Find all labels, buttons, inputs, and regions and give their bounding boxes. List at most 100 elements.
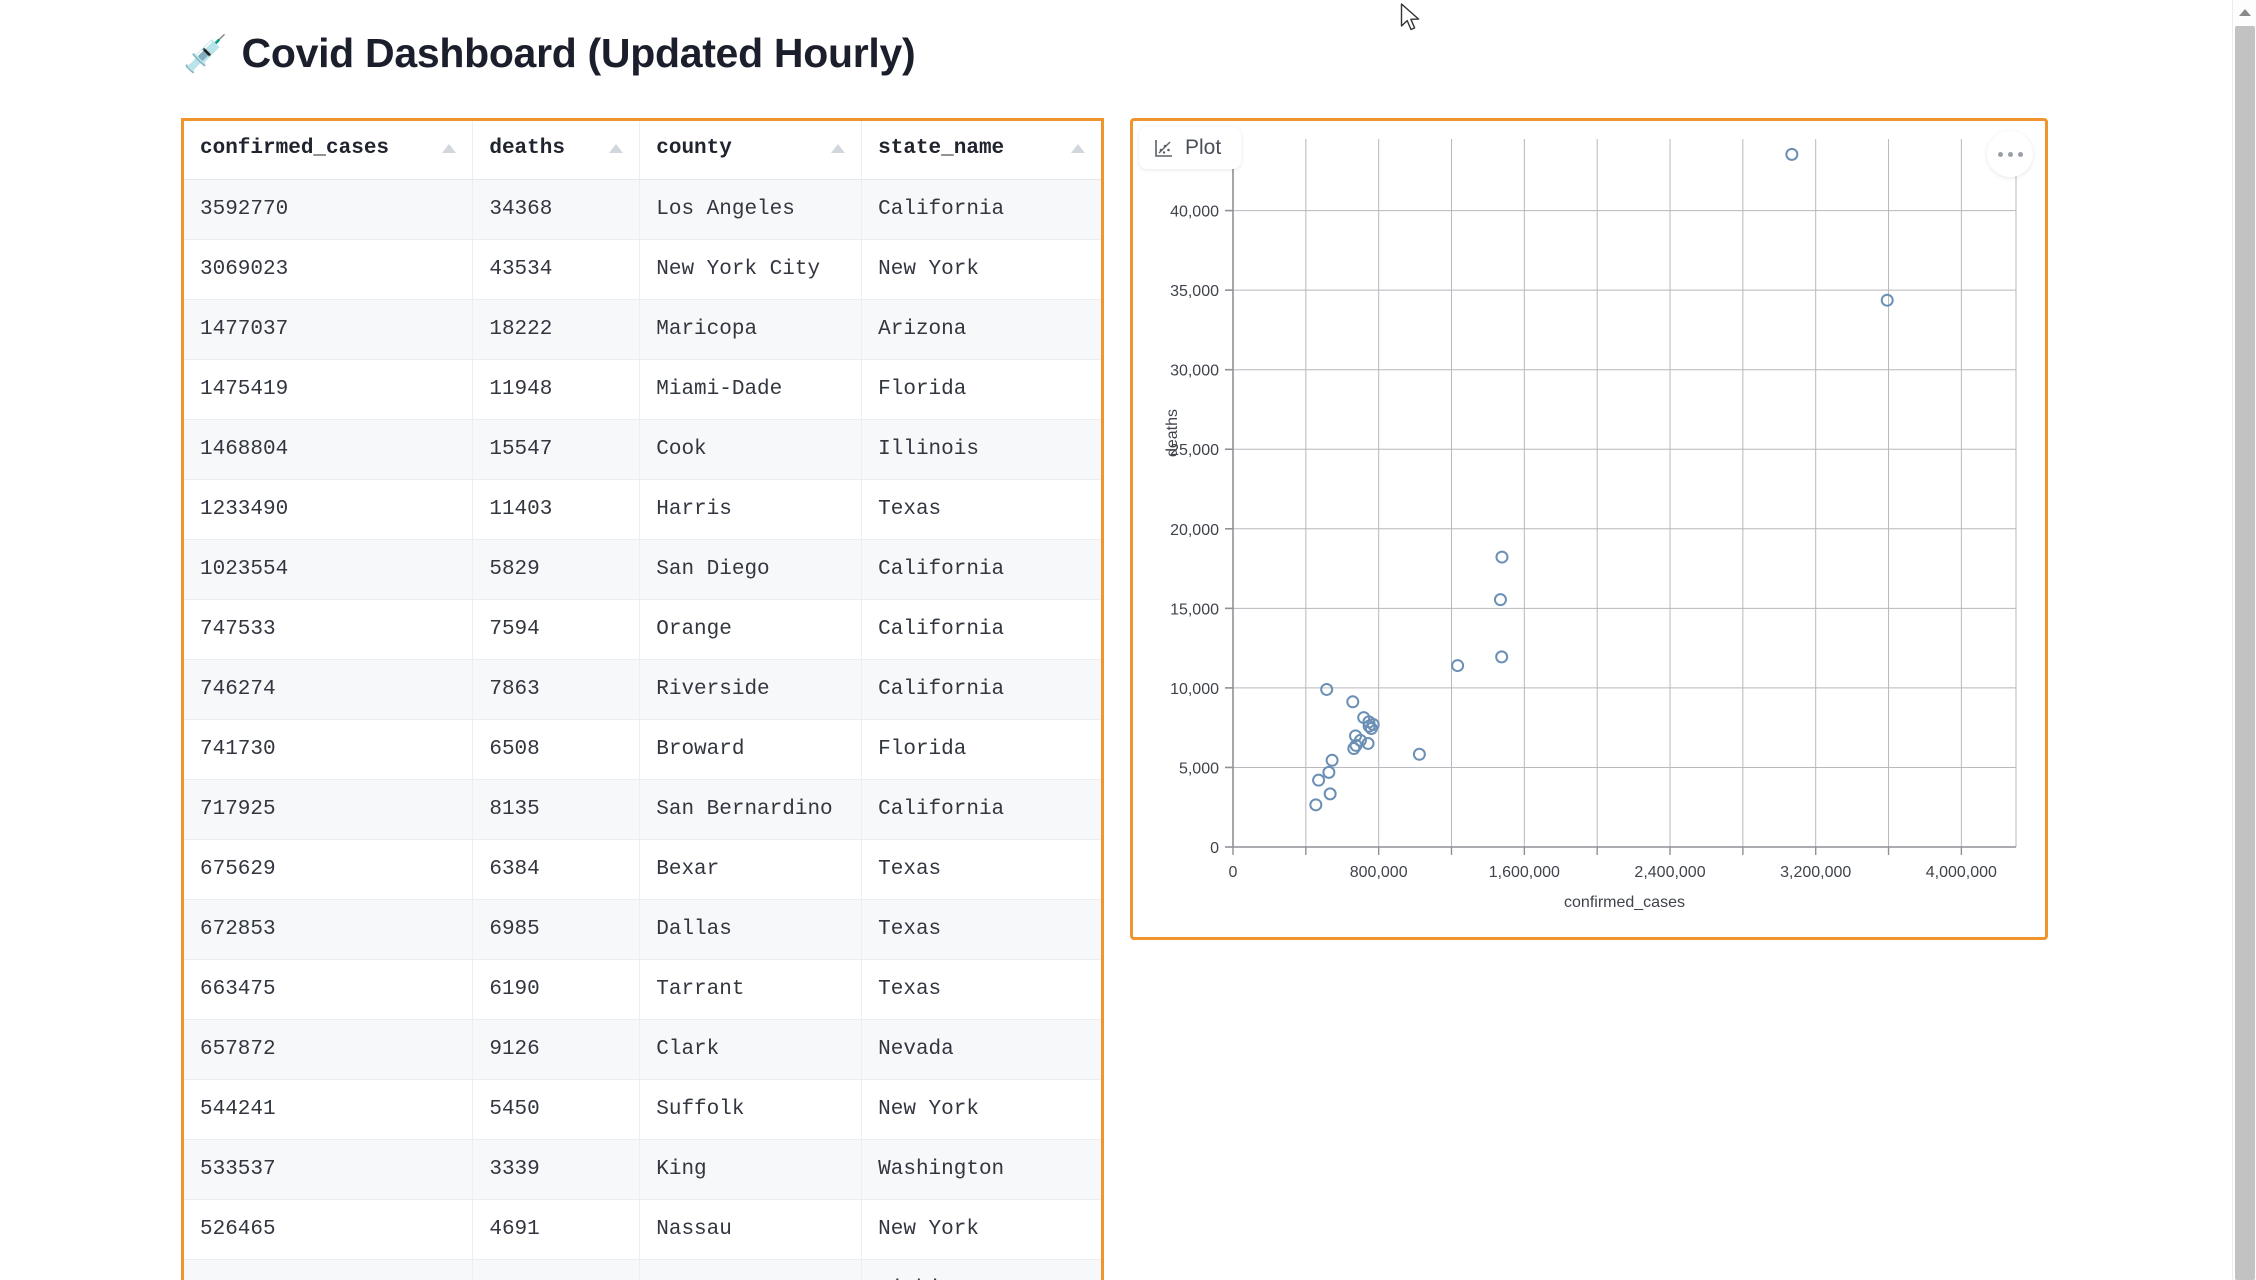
scatter-point[interactable] xyxy=(1323,787,1337,801)
cell-confirmed_cases: 657872 xyxy=(184,1019,474,1080)
y-tick-label: 0 xyxy=(1210,840,1219,857)
column-label: confirmed_cases xyxy=(200,137,390,161)
scatter-point[interactable] xyxy=(1880,293,1894,307)
scatter-point[interactable] xyxy=(1309,798,1323,812)
scroll-up-arrow-icon[interactable] xyxy=(2233,0,2256,24)
scatter-point[interactable] xyxy=(1785,147,1799,161)
cell-confirmed_cases: 1023554 xyxy=(184,539,474,600)
scatter-point[interactable] xyxy=(1322,765,1336,779)
scatter-point[interactable] xyxy=(1361,736,1375,750)
table-row[interactable]: 747533 7594 Orange California xyxy=(184,599,1101,660)
scatter-point[interactable] xyxy=(1495,550,1509,564)
cell-county: Nassau xyxy=(639,1199,863,1260)
scatter-point[interactable] xyxy=(1312,773,1326,787)
table-row[interactable]: 544241 5450 Suffolk New York xyxy=(184,1079,1101,1140)
mouse-cursor xyxy=(1400,3,1422,40)
tab-plot[interactable]: Plot xyxy=(1139,127,1242,169)
page-scrollbar[interactable] xyxy=(2232,0,2256,1280)
cell-county: Dallas xyxy=(639,899,863,960)
table-row[interactable]: 1468804 15547 Cook Illinois xyxy=(184,419,1101,480)
cell-county: Tarrant xyxy=(639,959,863,1020)
scatter-point[interactable] xyxy=(1366,717,1380,731)
page-title-text: Covid Dashboard (Updated Hourly) xyxy=(241,30,916,76)
cell-state_name: Florida xyxy=(861,359,1101,420)
table-row[interactable]: 1477037 18222 Maricopa Arizona xyxy=(184,299,1101,360)
cell-deaths: 5450 xyxy=(472,1079,641,1140)
x-tick-label: 0 xyxy=(1229,864,1238,881)
data-table-card: confirmed_cases deaths county xyxy=(181,118,1104,1280)
table-row[interactable]: 3069023 43534 New York City New York xyxy=(184,239,1101,300)
table-header: confirmed_cases deaths county xyxy=(184,121,1101,180)
scatter-point[interactable] xyxy=(1353,733,1367,747)
table-row[interactable]: 663475 6190 Tarrant Texas xyxy=(184,959,1101,1020)
cell-confirmed_cases: 544241 xyxy=(184,1079,474,1140)
cell-confirmed_cases: 1233490 xyxy=(184,479,474,540)
cell-deaths: 15547 xyxy=(472,419,641,480)
y-tick-label: 25,000 xyxy=(1170,442,1219,459)
cell-county: Suffolk xyxy=(639,1079,863,1140)
scatter-point[interactable] xyxy=(1325,753,1339,767)
x-tick-label: 3,200,000 xyxy=(1780,864,1851,881)
y-axis-label: deaths xyxy=(1164,409,1181,457)
scatter-point[interactable] xyxy=(1346,695,1360,709)
y-tick-label: 10,000 xyxy=(1170,681,1219,698)
column-header-county[interactable]: county xyxy=(639,121,863,180)
scatter-point[interactable] xyxy=(1451,659,1465,673)
cell-deaths: 6985 xyxy=(472,899,641,960)
cell-state_name: New York xyxy=(861,1199,1101,1260)
sort-asc-icon[interactable] xyxy=(609,144,624,154)
cell-deaths: 11948 xyxy=(472,359,641,420)
scatter-chart: 0 5,000 10,000 15,000 20,000 25,000 30,000 35,0… xyxy=(1164,139,2017,911)
sort-asc-icon[interactable] xyxy=(831,144,846,154)
table-row[interactable]: 741730 6508 Broward Florida xyxy=(184,719,1101,780)
cell-county: Orange xyxy=(639,599,863,660)
cell-county: Maricopa xyxy=(639,299,863,360)
scatter-point[interactable] xyxy=(1347,742,1361,756)
cell-state_name: Florida xyxy=(861,719,1101,780)
table-row[interactable]: 1233490 11403 Harris Texas xyxy=(184,479,1101,540)
tab-plot-label: Plot xyxy=(1185,136,1222,159)
cell-county: Riverside xyxy=(639,659,863,720)
cell-deaths: 11403 xyxy=(472,479,641,540)
dot xyxy=(1997,151,2003,157)
table-row[interactable]: 746274 7863 Riverside California xyxy=(184,659,1101,720)
sort-asc-icon[interactable] xyxy=(1071,144,1085,154)
scrollbar-thumb[interactable] xyxy=(2235,26,2255,1280)
table-row[interactable]: 526465 4691 Nassau New York xyxy=(184,1199,1101,1260)
cell-confirmed_cases: 1475419 xyxy=(184,359,474,420)
table-body: 3592770 34368 Los Angeles California 3069023… xyxy=(184,179,1101,1280)
more-options-icon[interactable] xyxy=(1987,131,2033,177)
cell-county: Los Angeles xyxy=(639,179,863,240)
table-row[interactable]: 1475419 11948 Miami-Dade Florida xyxy=(184,359,1101,420)
scatter-point[interactable] xyxy=(1320,682,1334,696)
x-tick-label: 4,000,000 xyxy=(1926,864,1997,881)
cell-deaths: 7594 xyxy=(472,599,641,660)
table-row[interactable]: 3592770 34368 Los Angeles California xyxy=(184,179,1101,240)
scatter-point[interactable] xyxy=(1495,650,1509,664)
cell-deaths: 7863 xyxy=(472,659,641,720)
table-row[interactable]: 675629 6384 Bexar Texas xyxy=(184,839,1101,900)
y-tick-label: 20,000 xyxy=(1170,522,1219,539)
x-tick-label: 1,600,000 xyxy=(1489,864,1560,881)
column-header-confirmed-cases[interactable]: confirmed_cases xyxy=(184,121,474,180)
cell-county: New York City xyxy=(639,239,863,300)
scatter-point[interactable] xyxy=(1357,711,1371,725)
table-row[interactable]: 672853 6985 Dallas Texas xyxy=(184,899,1101,960)
cell-state_name: New York xyxy=(861,1079,1101,1140)
table-row[interactable]: 657872 9126 Clark Nevada xyxy=(184,1019,1101,1080)
cell-state_name: Texas xyxy=(861,899,1101,960)
sort-asc-icon[interactable] xyxy=(442,144,457,154)
column-header-deaths[interactable]: deaths xyxy=(472,121,641,180)
column-header-state-name[interactable]: state_name xyxy=(861,121,1101,180)
scatter-point[interactable] xyxy=(1493,593,1507,607)
table-row[interactable]: 533537 3339 King Washington xyxy=(184,1139,1101,1200)
x-tick-label: 800,000 xyxy=(1350,864,1408,881)
table-row[interactable]: 5145129902WayneMichigan xyxy=(184,1259,1101,1280)
cell-county: King xyxy=(639,1139,863,1200)
table-row[interactable]: 717925 8135 San Bernardino California xyxy=(184,779,1101,840)
scatter-point[interactable] xyxy=(1412,747,1426,761)
table-header-row: confirmed_cases deaths county xyxy=(184,121,1101,180)
table-row[interactable]: 1023554 5829 San Diego California xyxy=(184,539,1101,600)
cell-confirmed_cases: 526465 xyxy=(184,1199,474,1260)
